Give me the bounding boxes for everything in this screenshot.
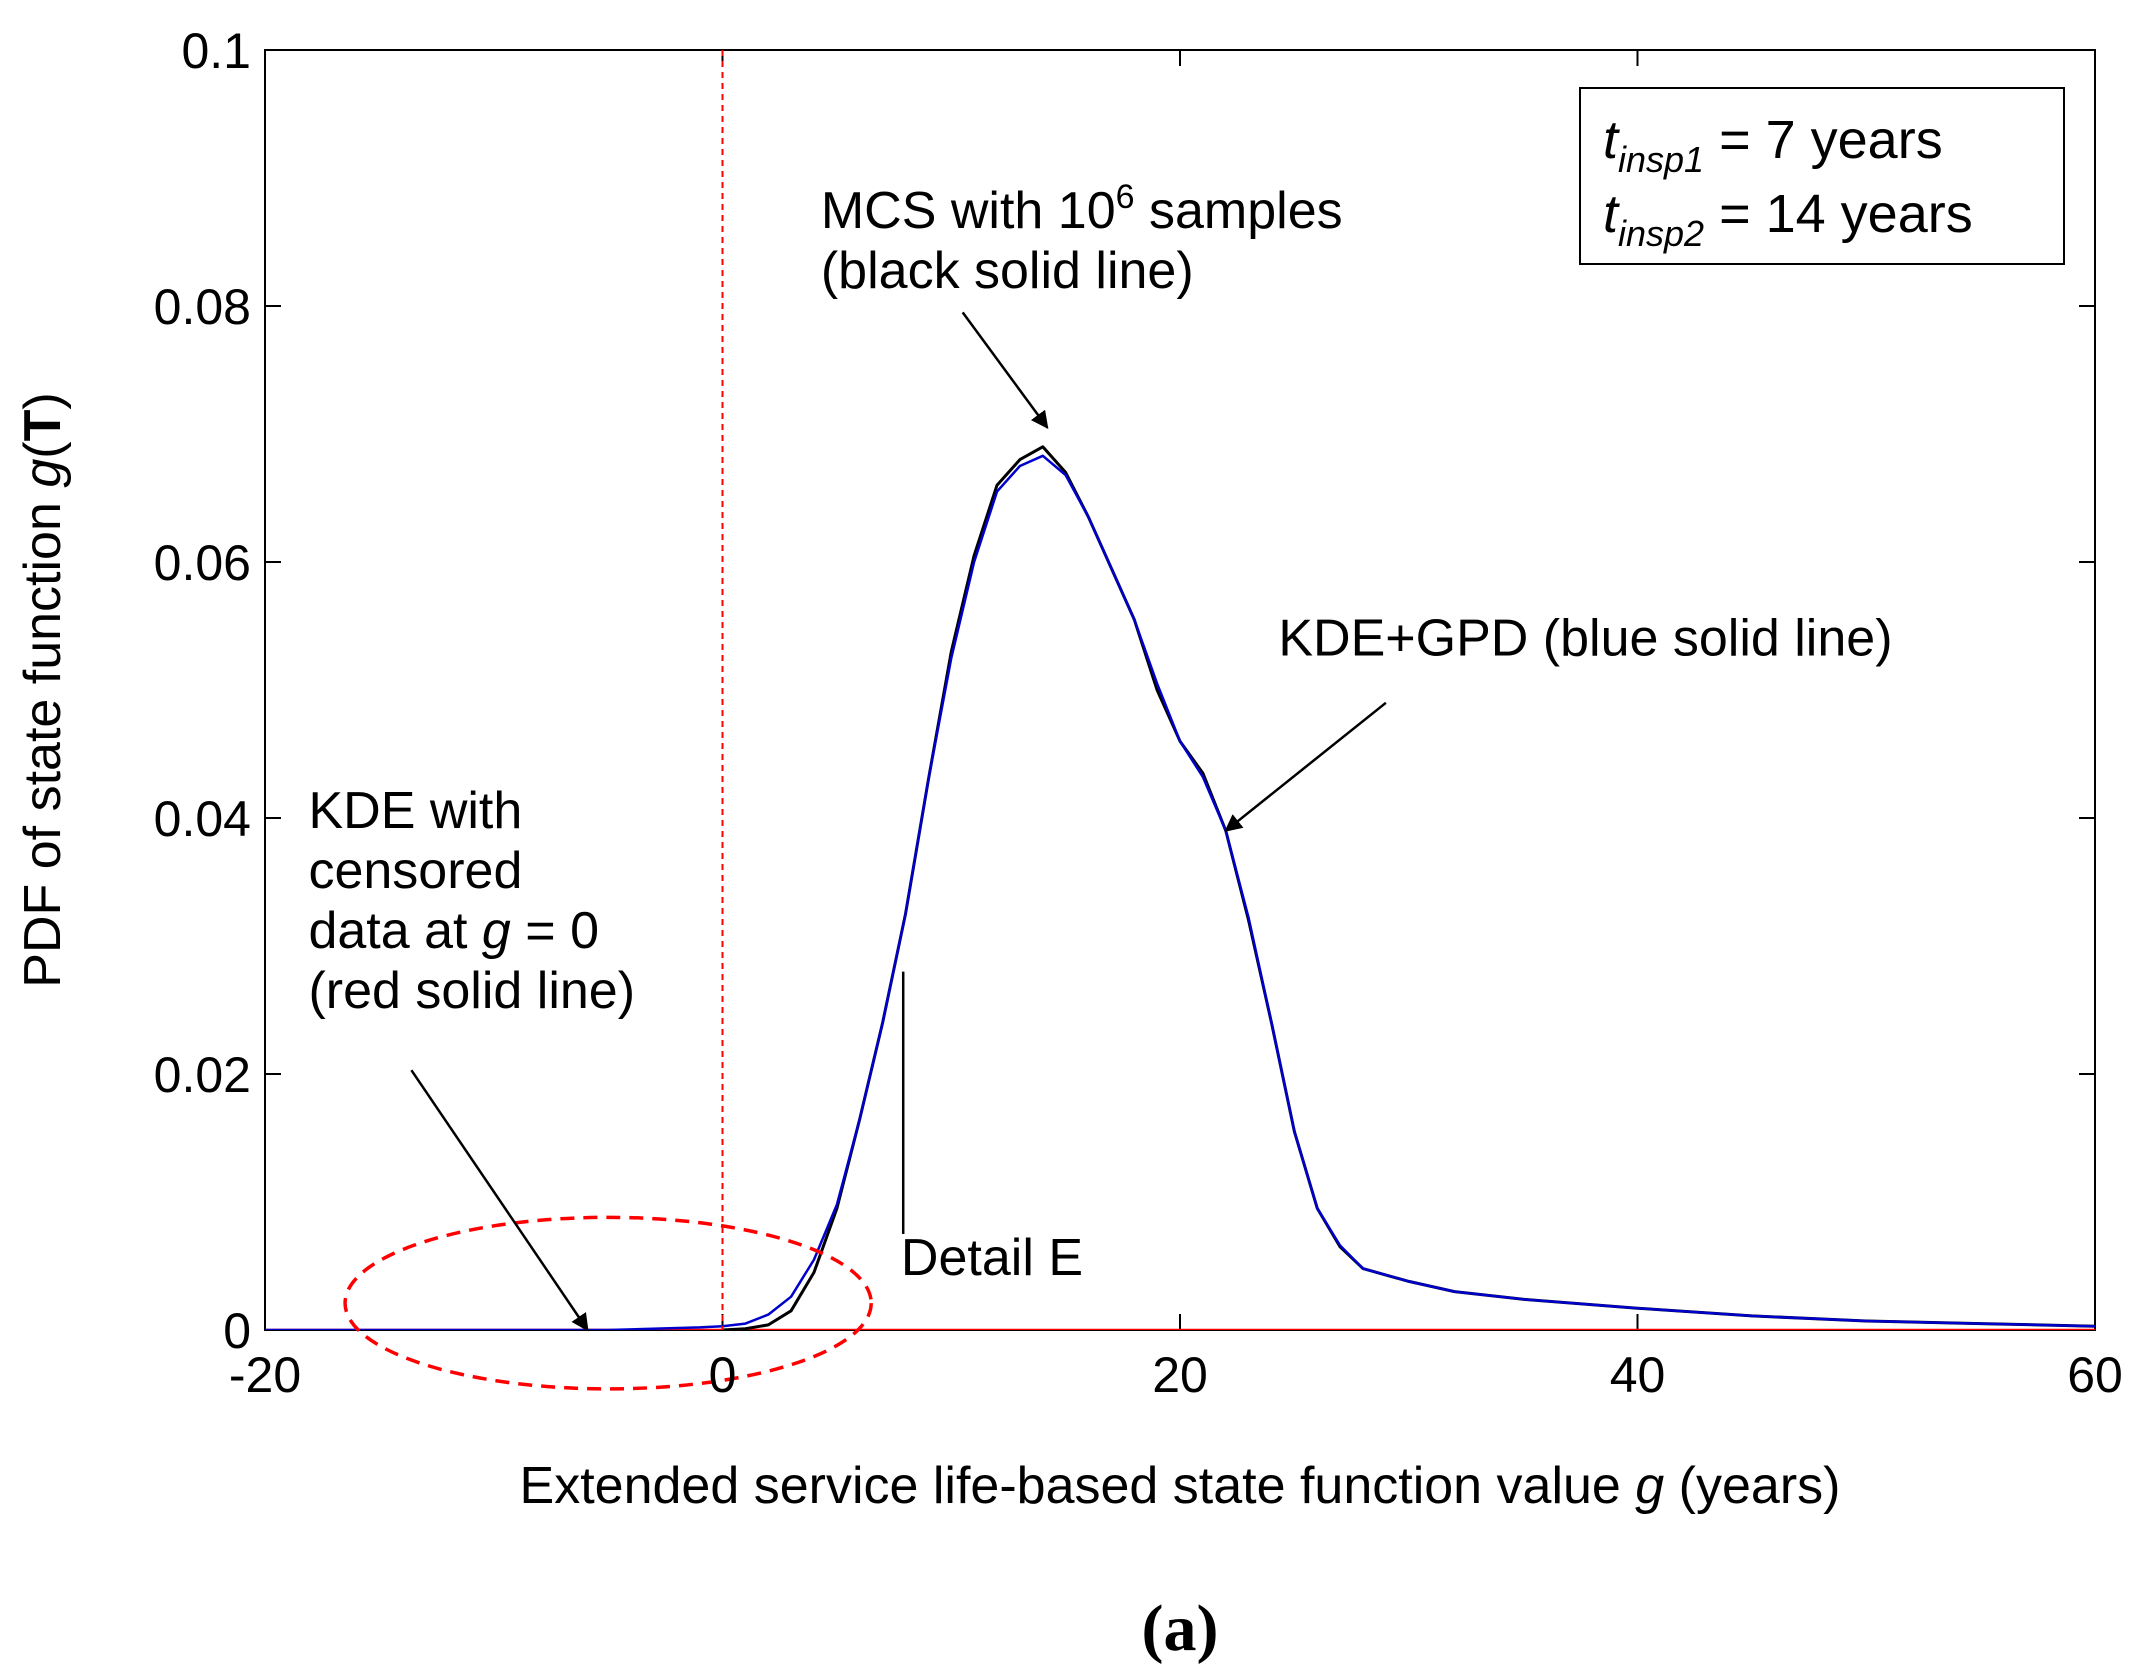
axis-ticks [264,49,2096,1331]
y-tick-label-3: 0.06 [154,535,251,591]
y-tick-label-5: 0.1 [181,23,251,79]
legend-line-2: tinsp2 = 14 years [1603,184,1973,254]
highlight-ellipse [343,1215,873,1391]
x-tick-label-2: 20 [1152,1347,1208,1403]
y-tick-label-0: 0 [223,1303,251,1359]
legend-box: tinsp1 = 7 years tinsp2 = 14 years [1579,87,2065,265]
legend-frame [1579,87,2065,265]
legend-line-1: tinsp1 = 7 years [1603,110,1943,180]
overlay-layer [343,50,1387,1391]
series-layer [265,445,2095,1330]
annotation-kde-censored-line1: KDE with [308,782,522,840]
y-tick-label-2: 0.04 [154,791,251,847]
annotation-mcs: MCS with 106 samples (black solid line) [821,178,1343,300]
x-tick-label-1: 0 [709,1347,737,1403]
annotation-mcs-arrow [961,311,1049,430]
y-tick-label-1: 0.02 [154,1047,251,1103]
figure-caption: (a) [1142,1592,1219,1665]
x-axis-label: Extended service life-based state functi… [520,1457,1841,1515]
annotation-mcs-line1: MCS with 106 samples [821,178,1343,240]
annotation-kde-censored: KDE with censored data at g = 0 (red sol… [308,782,635,1020]
y-tick-labels: 0 0.02 0.04 0.06 0.08 0.1 [154,23,251,1359]
annotation-kde-censored-arrow [410,1069,589,1332]
annotation-kde-gpd: KDE+GPD (blue solid line) [1278,609,1892,667]
x-tick-label-4: 60 [2067,1347,2123,1403]
annotation-kde-censored-line4: (red solid line) [308,962,635,1020]
y-axis-label: PDF of state function g(T) [14,392,72,987]
series-kde-gpd-blue [265,454,2095,1330]
annotation-mcs-line2: (black solid line) [821,242,1194,300]
x-tick-label-3: 40 [1610,1347,1666,1403]
x-tick-labels: -20 0 20 40 60 [229,1347,2123,1403]
annotation-kde-gpd-arrow [1224,701,1387,832]
y-tick-label-4: 0.08 [154,279,251,335]
annotation-kde-censored-line3: data at g = 0 [308,902,599,960]
annotation-detail-e: Detail E [901,1229,1083,1287]
annotation-kde-censored-line2: censored [308,842,522,900]
x-tick-label-0: -20 [229,1347,301,1403]
